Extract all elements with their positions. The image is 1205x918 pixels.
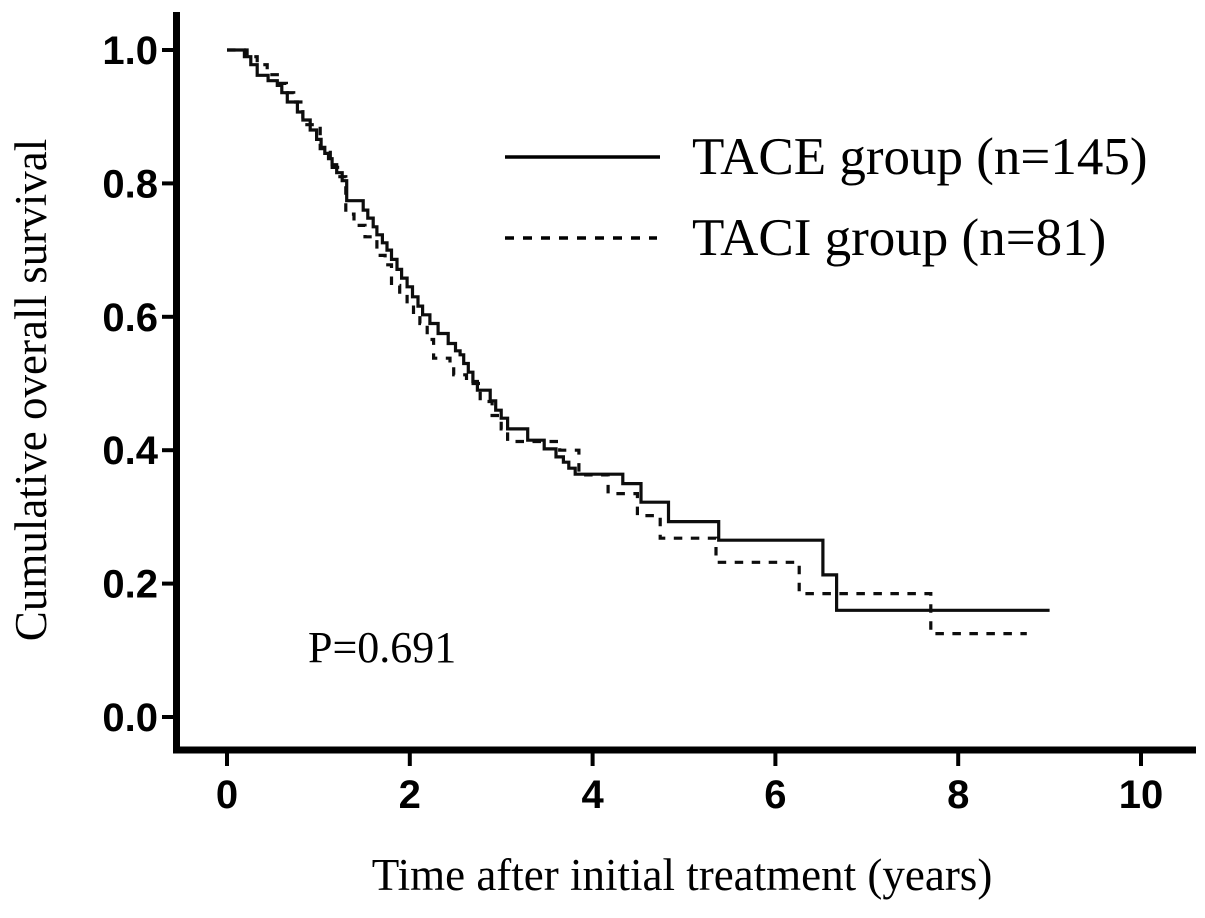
y-axis-title: Cumulative overall survival xyxy=(6,139,56,641)
x-tick-label: 6 xyxy=(764,773,786,817)
y-tick-label: 1.0 xyxy=(102,29,158,73)
axes: 0.0 0.2 0.4 0.6 0.8 1.0 0 2 4 6 8 10 xyxy=(102,12,1196,817)
y-axis-ticks: 0.0 0.2 0.4 0.6 0.8 1.0 xyxy=(102,29,176,740)
y-tick-label: 0.2 xyxy=(102,563,158,607)
p-value-annotation: P=0.691 xyxy=(308,623,456,672)
y-tick-label: 0.6 xyxy=(102,296,158,340)
legend-label-taci: TACI group (n=81) xyxy=(692,209,1106,267)
x-axis-title: Time after initial treatment (years) xyxy=(372,850,993,900)
x-tick-label: 8 xyxy=(947,773,969,817)
tace-survival-curve xyxy=(227,48,1050,612)
curves xyxy=(227,48,1050,636)
x-axis-ticks: 0 2 4 6 8 10 xyxy=(216,750,1163,817)
y-tick-label: 0.8 xyxy=(102,162,158,206)
taci-survival-curve xyxy=(227,48,1027,636)
legend-label-tace: TACE group (n=145) xyxy=(692,128,1147,186)
x-tick-label: 0 xyxy=(216,773,238,817)
x-tick-label: 10 xyxy=(1119,773,1164,817)
legend: TACE group (n=145) TACI group (n=81) xyxy=(505,128,1147,267)
y-tick-label: 0.0 xyxy=(102,696,158,740)
y-tick-label: 0.4 xyxy=(102,429,158,473)
x-tick-label: 2 xyxy=(399,773,421,817)
x-tick-label: 4 xyxy=(581,773,604,817)
